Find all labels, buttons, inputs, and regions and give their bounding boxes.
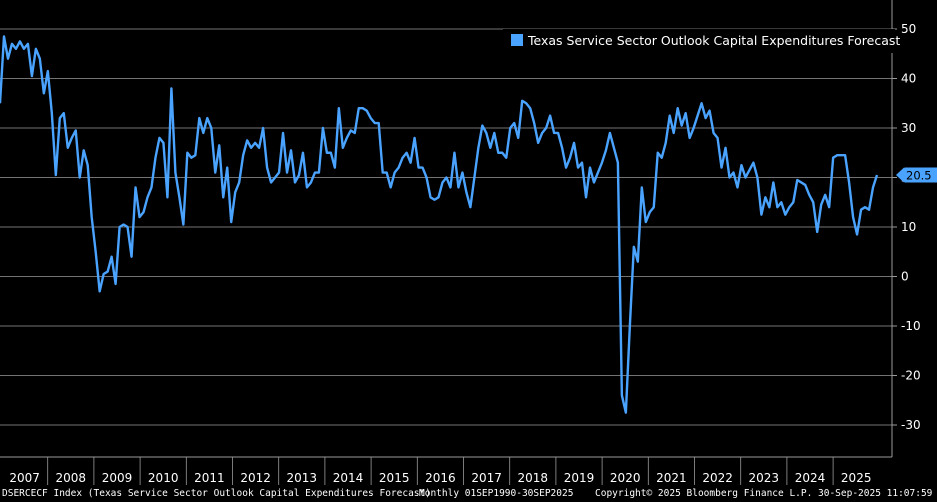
y-tick-label: 50 bbox=[901, 22, 916, 36]
last-value-text: 20.5 bbox=[906, 169, 932, 183]
last-value-pointer bbox=[896, 167, 904, 183]
x-tick-label: 2019 bbox=[564, 471, 595, 485]
footer-copyright: Copyright© 2025 Bloomberg Finance L.P. bbox=[595, 488, 813, 499]
legend-swatch bbox=[511, 34, 523, 46]
last-value-box bbox=[904, 167, 937, 183]
x-tick-label: 2024 bbox=[795, 471, 826, 485]
y-tick-label: 0 bbox=[901, 270, 909, 284]
x-tick-label: 2011 bbox=[194, 471, 225, 485]
y-tick-label: -10 bbox=[901, 319, 921, 333]
y-tick-label: 40 bbox=[901, 72, 916, 86]
axes bbox=[0, 0, 893, 458]
x-tick-label: 2015 bbox=[379, 471, 410, 485]
x-tick-label: 2014 bbox=[333, 471, 364, 485]
y-tick-label: 10 bbox=[901, 220, 916, 234]
footer: DSERCECF Index (Texas Service Sector Out… bbox=[0, 486, 937, 502]
x-tick-label: 2022 bbox=[702, 471, 733, 485]
footer-range: Monthly 01SEP1990-30SEP2025 bbox=[419, 488, 574, 499]
x-tick-label: 2012 bbox=[240, 471, 271, 485]
x-tick-label: 2020 bbox=[610, 471, 641, 485]
footer-timestamp: 30-Sep-2025 11:07:59 bbox=[818, 488, 933, 499]
legend-background bbox=[503, 29, 895, 53]
grid-lines bbox=[0, 28, 892, 426]
x-tick-label: 2008 bbox=[56, 471, 87, 485]
x-tick-label: 2013 bbox=[287, 471, 318, 485]
x-tick-label: 2016 bbox=[425, 471, 456, 485]
x-tick-label: 2017 bbox=[471, 471, 502, 485]
x-tick-label: 2009 bbox=[102, 471, 133, 485]
x-tick-label: 2007 bbox=[9, 471, 40, 485]
footer-index: DSERCECF Index (Texas Service Sector Out… bbox=[2, 488, 431, 499]
x-axis-ticks: 2007 2008 2009 2010 2011 2012 2013 2014 2015 2016… bbox=[9, 457, 871, 485]
legend: Texas Service Sector Outlook Capital Exp… bbox=[503, 29, 900, 53]
x-tick-label: 2010 bbox=[148, 471, 179, 485]
series-line bbox=[0, 35, 879, 414]
x-tick-label: 2018 bbox=[518, 471, 549, 485]
y-tick-label: -20 bbox=[901, 369, 921, 383]
x-tick-label: 2025 bbox=[841, 471, 872, 485]
data-points bbox=[0, 36, 877, 412]
y-axis-ticks: 50403020100-10-20-30 bbox=[892, 22, 921, 432]
last-value-label: 20.5 bbox=[896, 167, 937, 183]
legend-label: Texas Service Sector Outlook Capital Exp… bbox=[527, 33, 900, 48]
x-tick-label: 2021 bbox=[656, 471, 687, 485]
chart-area: 50 40 30 2010 0 -10 -20 -30 2007 2008 2009 2010 201… bbox=[0, 0, 937, 485]
x-tick-label: 2023 bbox=[749, 471, 780, 485]
y-tick-label: -30 bbox=[901, 418, 921, 432]
y-tick-label: 30 bbox=[901, 121, 916, 135]
